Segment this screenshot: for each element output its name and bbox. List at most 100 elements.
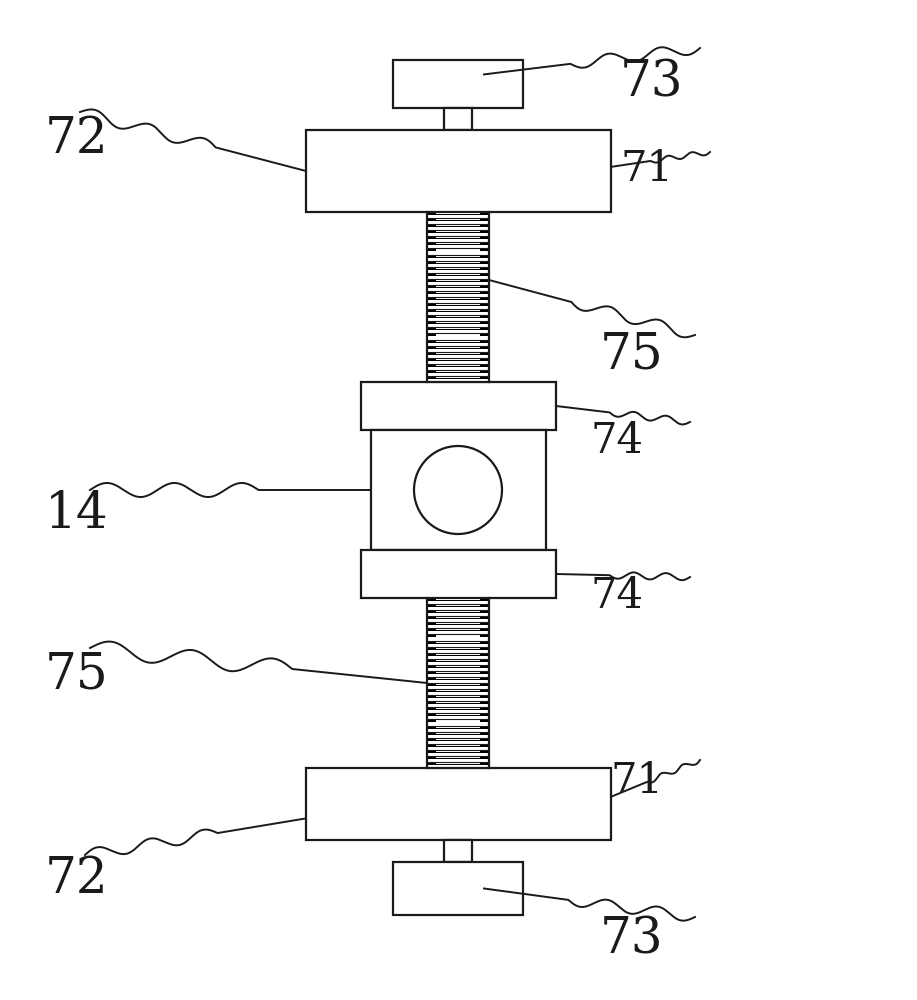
Bar [436,750,480,752]
Bar [427,279,489,282]
Bar [427,756,489,759]
Text: 73: 73 [600,915,664,964]
Bar [444,108,472,130]
Bar [436,623,480,624]
Bar [436,726,480,728]
Bar [436,647,480,649]
Bar [427,665,489,668]
Bar [427,376,489,379]
Bar [393,862,523,915]
Bar [444,840,472,862]
Bar [436,255,480,257]
Bar [436,377,480,378]
Bar [427,677,489,680]
Text: 72: 72 [45,115,108,164]
Text: 71: 71 [610,760,663,802]
Bar [306,130,611,212]
Bar [436,635,480,637]
Bar [436,304,480,305]
Bar [427,616,489,619]
Bar [427,261,489,264]
Bar [427,370,489,373]
Bar [427,726,489,729]
Bar [436,334,480,336]
Bar [436,310,480,311]
Bar [427,653,489,656]
Bar [427,750,489,753]
Bar [436,285,480,287]
Bar [427,236,489,239]
Bar [436,267,480,269]
Bar [436,763,480,764]
Bar [436,599,480,600]
Bar [436,605,480,606]
Bar [436,684,480,685]
Bar [427,762,489,765]
Bar [427,641,489,644]
Text: 75: 75 [600,330,664,379]
Bar [436,708,480,709]
Bar [306,768,611,840]
Bar [436,328,480,329]
Bar [427,364,489,367]
Bar [427,309,489,312]
Bar [427,346,489,349]
Bar [436,678,480,679]
Bar [436,219,480,220]
Bar [436,732,480,734]
Bar [427,315,489,318]
Text: 73: 73 [620,58,684,107]
Bar [427,713,489,716]
Bar [436,629,480,630]
Text: 74: 74 [590,575,643,617]
Bar [436,352,480,354]
Text: 75: 75 [45,650,109,699]
Bar [436,273,480,275]
Bar [427,628,489,631]
Bar [427,242,489,245]
Bar [427,659,489,662]
Bar [427,267,489,270]
Bar [436,696,480,697]
Bar [427,622,489,625]
Bar [436,225,480,226]
Bar [436,231,480,232]
Bar [361,550,556,598]
Bar [427,285,489,288]
Bar [427,321,489,324]
Bar [427,303,489,306]
Bar [436,358,480,360]
Bar [436,237,480,238]
Bar [427,212,489,215]
Bar [436,298,480,299]
Bar [436,690,480,691]
Bar [436,261,480,263]
Bar [436,611,480,612]
Bar [427,273,489,276]
Bar [361,382,556,430]
Bar [427,291,489,294]
Bar [393,60,523,108]
Bar [427,358,489,361]
Bar [427,744,489,747]
Bar [427,352,489,355]
Bar [427,695,489,698]
Bar [436,346,480,348]
Bar [427,647,489,650]
Bar [436,340,480,342]
Bar [436,243,480,244]
Bar [427,701,489,704]
Bar [427,327,489,330]
Bar [427,671,489,674]
Text: 14: 14 [45,490,108,539]
Bar [436,714,480,715]
Bar [427,683,489,686]
Bar [436,744,480,746]
Bar [436,617,480,618]
Bar [371,430,546,550]
Bar [436,671,480,673]
Bar [427,224,489,227]
Bar [436,370,480,372]
Bar [427,719,489,722]
Bar [427,707,489,710]
